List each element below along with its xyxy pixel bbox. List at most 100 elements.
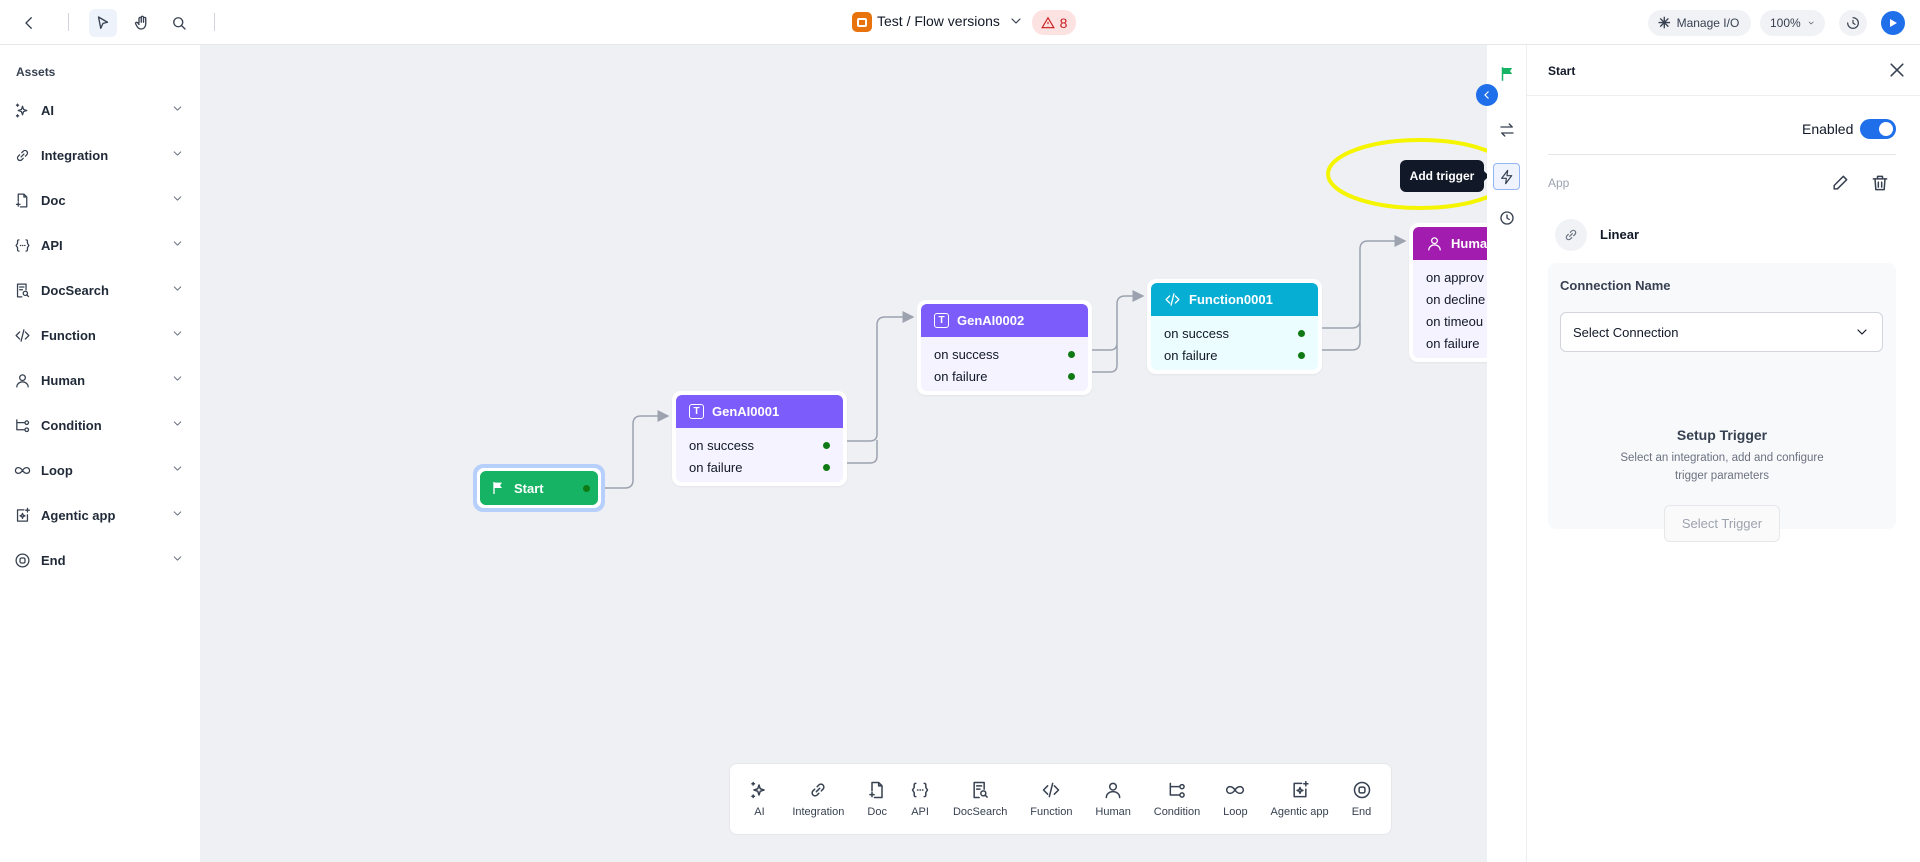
node-port[interactable]: on approv (1413, 266, 1487, 288)
clock-icon[interactable] (1498, 209, 1516, 227)
toolbar-item-docsearch[interactable]: DocSearch (947, 780, 1013, 818)
api-icon (911, 782, 929, 798)
tooltip-arrow (1483, 170, 1489, 182)
run-button[interactable] (1881, 11, 1905, 35)
toolbar-item-human[interactable]: Human (1089, 780, 1136, 818)
flow-title-dropdown[interactable]: Test / Flow versions (877, 13, 1024, 29)
infinity-icon (14, 466, 31, 474)
hand-icon (134, 15, 147, 30)
start-output-port[interactable] (583, 484, 590, 492)
port-label: on failure (934, 368, 988, 384)
add-trigger-button[interactable] (1493, 163, 1520, 190)
toolbar-item-function[interactable]: Function (1024, 780, 1078, 818)
pan-tool-button[interactable] (128, 9, 156, 37)
app-label: App (1548, 176, 1570, 190)
back-button[interactable] (15, 9, 43, 37)
condition-icon (16, 418, 30, 432)
sidebar-item-label: DocSearch (41, 282, 109, 298)
sidebar-item-agentic-app[interactable]: Agentic app (14, 500, 184, 530)
sidebar-title: Assets (16, 65, 56, 79)
output-port-dot[interactable] (823, 441, 830, 449)
trigger-card: Connection Name Select Connection Setup … (1548, 263, 1896, 542)
output-port-dot[interactable] (1068, 350, 1075, 358)
output-port-dot[interactable] (1068, 372, 1075, 380)
output-port-dot[interactable] (1298, 351, 1305, 359)
collapse-panel-button[interactable] (1476, 84, 1498, 106)
error-badge[interactable]: 8 (1032, 10, 1076, 35)
port-label: on success (689, 437, 755, 453)
end-icon (15, 552, 30, 568)
flag-icon[interactable] (1498, 65, 1516, 83)
doc-search-icon (973, 781, 989, 799)
connection-select-value: Select Connection (1573, 324, 1679, 340)
output-port-dot[interactable] (823, 463, 830, 471)
sidebar-item-condition[interactable]: Condition (14, 410, 184, 440)
sidebar-item-docsearch[interactable]: DocSearch (14, 275, 184, 305)
sidebar-item-api[interactable]: API (14, 230, 184, 260)
toolbar-item-doc[interactable]: Doc (861, 780, 893, 818)
toolbar-item-label: DocSearch (952, 806, 1008, 818)
history-icon (1847, 17, 1859, 29)
manage-io-button[interactable]: ✳ Manage I/O (1648, 10, 1751, 36)
sidebar-item-label: API (41, 237, 63, 253)
node-port[interactable]: on failure (676, 456, 843, 478)
sidebar-item-doc[interactable]: Doc (14, 185, 184, 215)
node-body: on approv on decline on timeou on failure (1413, 260, 1487, 358)
node-port[interactable]: on failure (1151, 344, 1318, 366)
link-icon (811, 783, 825, 797)
sidebar-item-function[interactable]: Function (14, 320, 184, 350)
output-port-dot[interactable] (1298, 329, 1305, 337)
flow-node-function0001[interactable]: Function0001 on success on failure (1147, 279, 1322, 374)
sidebar-item-ai[interactable]: AI (14, 95, 184, 125)
node-port[interactable]: on decline (1413, 288, 1487, 310)
toolbar-item-integration[interactable]: Integration (786, 780, 850, 818)
toolbar-item-end[interactable]: End (1346, 780, 1378, 818)
node-port[interactable]: on success (676, 434, 843, 456)
select-trigger-button[interactable]: Select Trigger (1664, 505, 1780, 542)
flow-node-genai0002[interactable]: T GenAI0002 on success on failure (917, 300, 1092, 395)
node-port[interactable]: on failure (921, 365, 1088, 387)
history-button[interactable] (1839, 10, 1867, 36)
node-port[interactable]: on success (1151, 322, 1318, 344)
toolbar-item-api[interactable]: API (904, 780, 936, 818)
flow-title: Test / Flow versions (877, 13, 1000, 29)
toolbar-item-loop[interactable]: Loop (1217, 780, 1253, 818)
node-port[interactable]: on failure (1413, 332, 1487, 354)
sidebar-item-integration[interactable]: Integration (14, 140, 184, 170)
start-node[interactable]: Start (480, 471, 598, 505)
sidebar-item-loop[interactable]: Loop (14, 455, 184, 485)
toolbar-item-label: End (1351, 806, 1372, 818)
chevron-left-icon (1484, 91, 1489, 99)
flag-icon (493, 482, 502, 494)
zoom-dropdown[interactable]: 100% (1760, 10, 1825, 36)
toolbar-item-agentic-app[interactable]: Agentic app (1265, 780, 1335, 818)
search-button[interactable] (165, 9, 193, 37)
toolbar-item-condition[interactable]: Condition (1148, 780, 1206, 818)
close-icon[interactable] (1887, 60, 1907, 80)
port-label: on failure (1164, 347, 1218, 363)
sidebar-item-end[interactable]: End (14, 545, 184, 575)
enabled-toggle[interactable] (1860, 119, 1896, 139)
node-title: Function0001 (1189, 292, 1273, 307)
pencil-icon[interactable] (1830, 173, 1850, 193)
flow-node-huma[interactable]: Huma on approv on decline on timeou on failu… (1409, 223, 1487, 362)
connection-select[interactable]: Select Connection (1560, 312, 1883, 352)
chevron-down-icon (173, 331, 182, 336)
node-header: T GenAI0002 (921, 304, 1088, 337)
chevron-down-icon (173, 196, 182, 201)
warning-icon (1040, 16, 1055, 28)
flow-canvas[interactable]: Start T GenAI0001 on success on failure T Gen… (200, 45, 1487, 862)
toolbar-item-ai[interactable]: AI (743, 780, 775, 818)
node-port[interactable]: on timeou (1413, 310, 1487, 332)
api-icon (15, 238, 30, 252)
swap-icon[interactable] (1498, 121, 1516, 139)
trash-icon[interactable] (1870, 173, 1890, 193)
flow-node-genai0001[interactable]: T GenAI0001 on success on failure (672, 391, 847, 486)
lightning-icon (1500, 169, 1512, 184)
select-tool-button[interactable] (89, 9, 117, 37)
node-port[interactable]: on success (921, 343, 1088, 365)
chevron-down-icon (1808, 21, 1814, 25)
sidebar-item-label: Loop (41, 462, 73, 478)
port-label: on decline (1426, 291, 1486, 307)
sidebar-item-human[interactable]: Human (14, 365, 184, 395)
